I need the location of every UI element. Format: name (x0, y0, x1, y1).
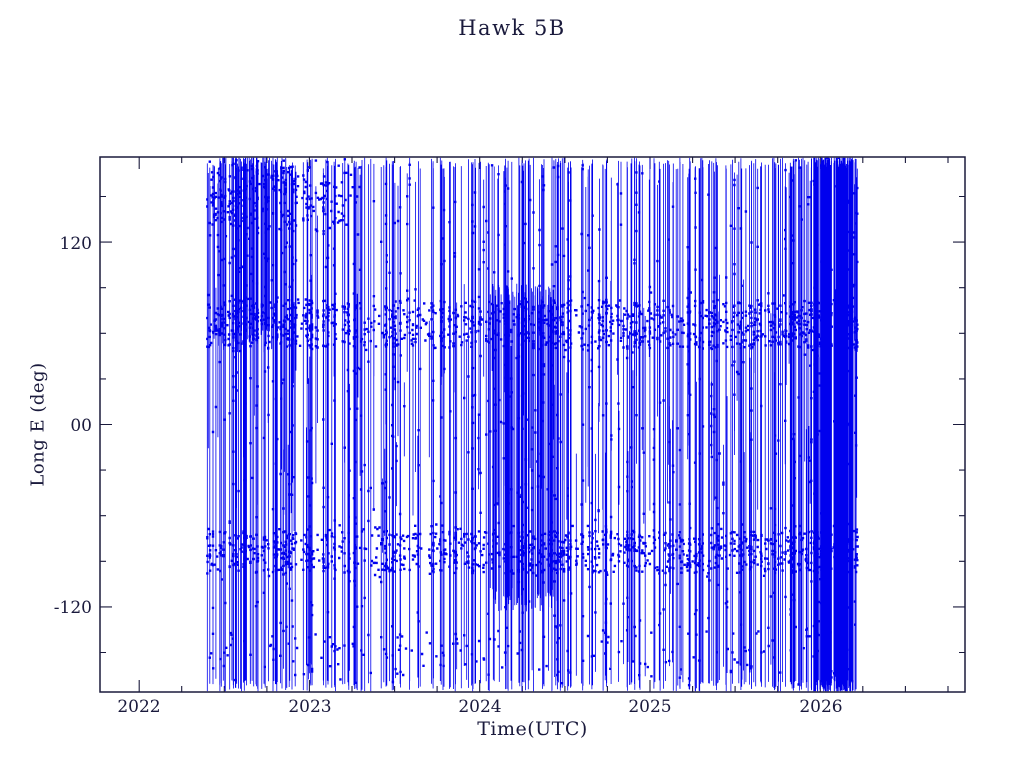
chart-title: Hawk 5B (458, 16, 566, 40)
x-axis-label: Time(UTC) (477, 718, 588, 740)
x-tick-label: 2026 (799, 697, 843, 717)
y-tick-label: 120 (59, 234, 92, 254)
x-tick-label: 2025 (628, 697, 672, 717)
x-tick-label: 2024 (458, 697, 502, 717)
y-axis-label: Long E (deg) (27, 362, 49, 487)
y-tick-label: 00 (70, 416, 92, 436)
x-tick-label: 2022 (117, 697, 161, 717)
x-tick-label: 2023 (288, 697, 332, 717)
y-tick-label: -120 (53, 598, 92, 618)
